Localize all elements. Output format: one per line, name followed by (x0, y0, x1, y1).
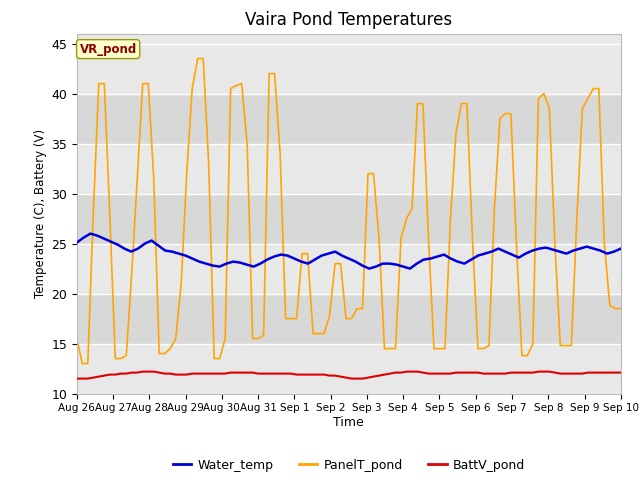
Text: VR_pond: VR_pond (79, 43, 137, 56)
Bar (77, 294, 621, 344)
Bar (77, 44, 621, 94)
Y-axis label: Temperature (C), Battery (V): Temperature (C), Battery (V) (34, 129, 47, 298)
Bar (77, 193, 621, 243)
Bar (77, 344, 621, 394)
Bar (77, 94, 621, 144)
Legend: Water_temp, PanelT_pond, BattV_pond: Water_temp, PanelT_pond, BattV_pond (168, 454, 530, 477)
Bar (77, 243, 621, 294)
Title: Vaira Pond Temperatures: Vaira Pond Temperatures (245, 11, 452, 29)
Bar (77, 144, 621, 193)
X-axis label: Time: Time (333, 416, 364, 429)
